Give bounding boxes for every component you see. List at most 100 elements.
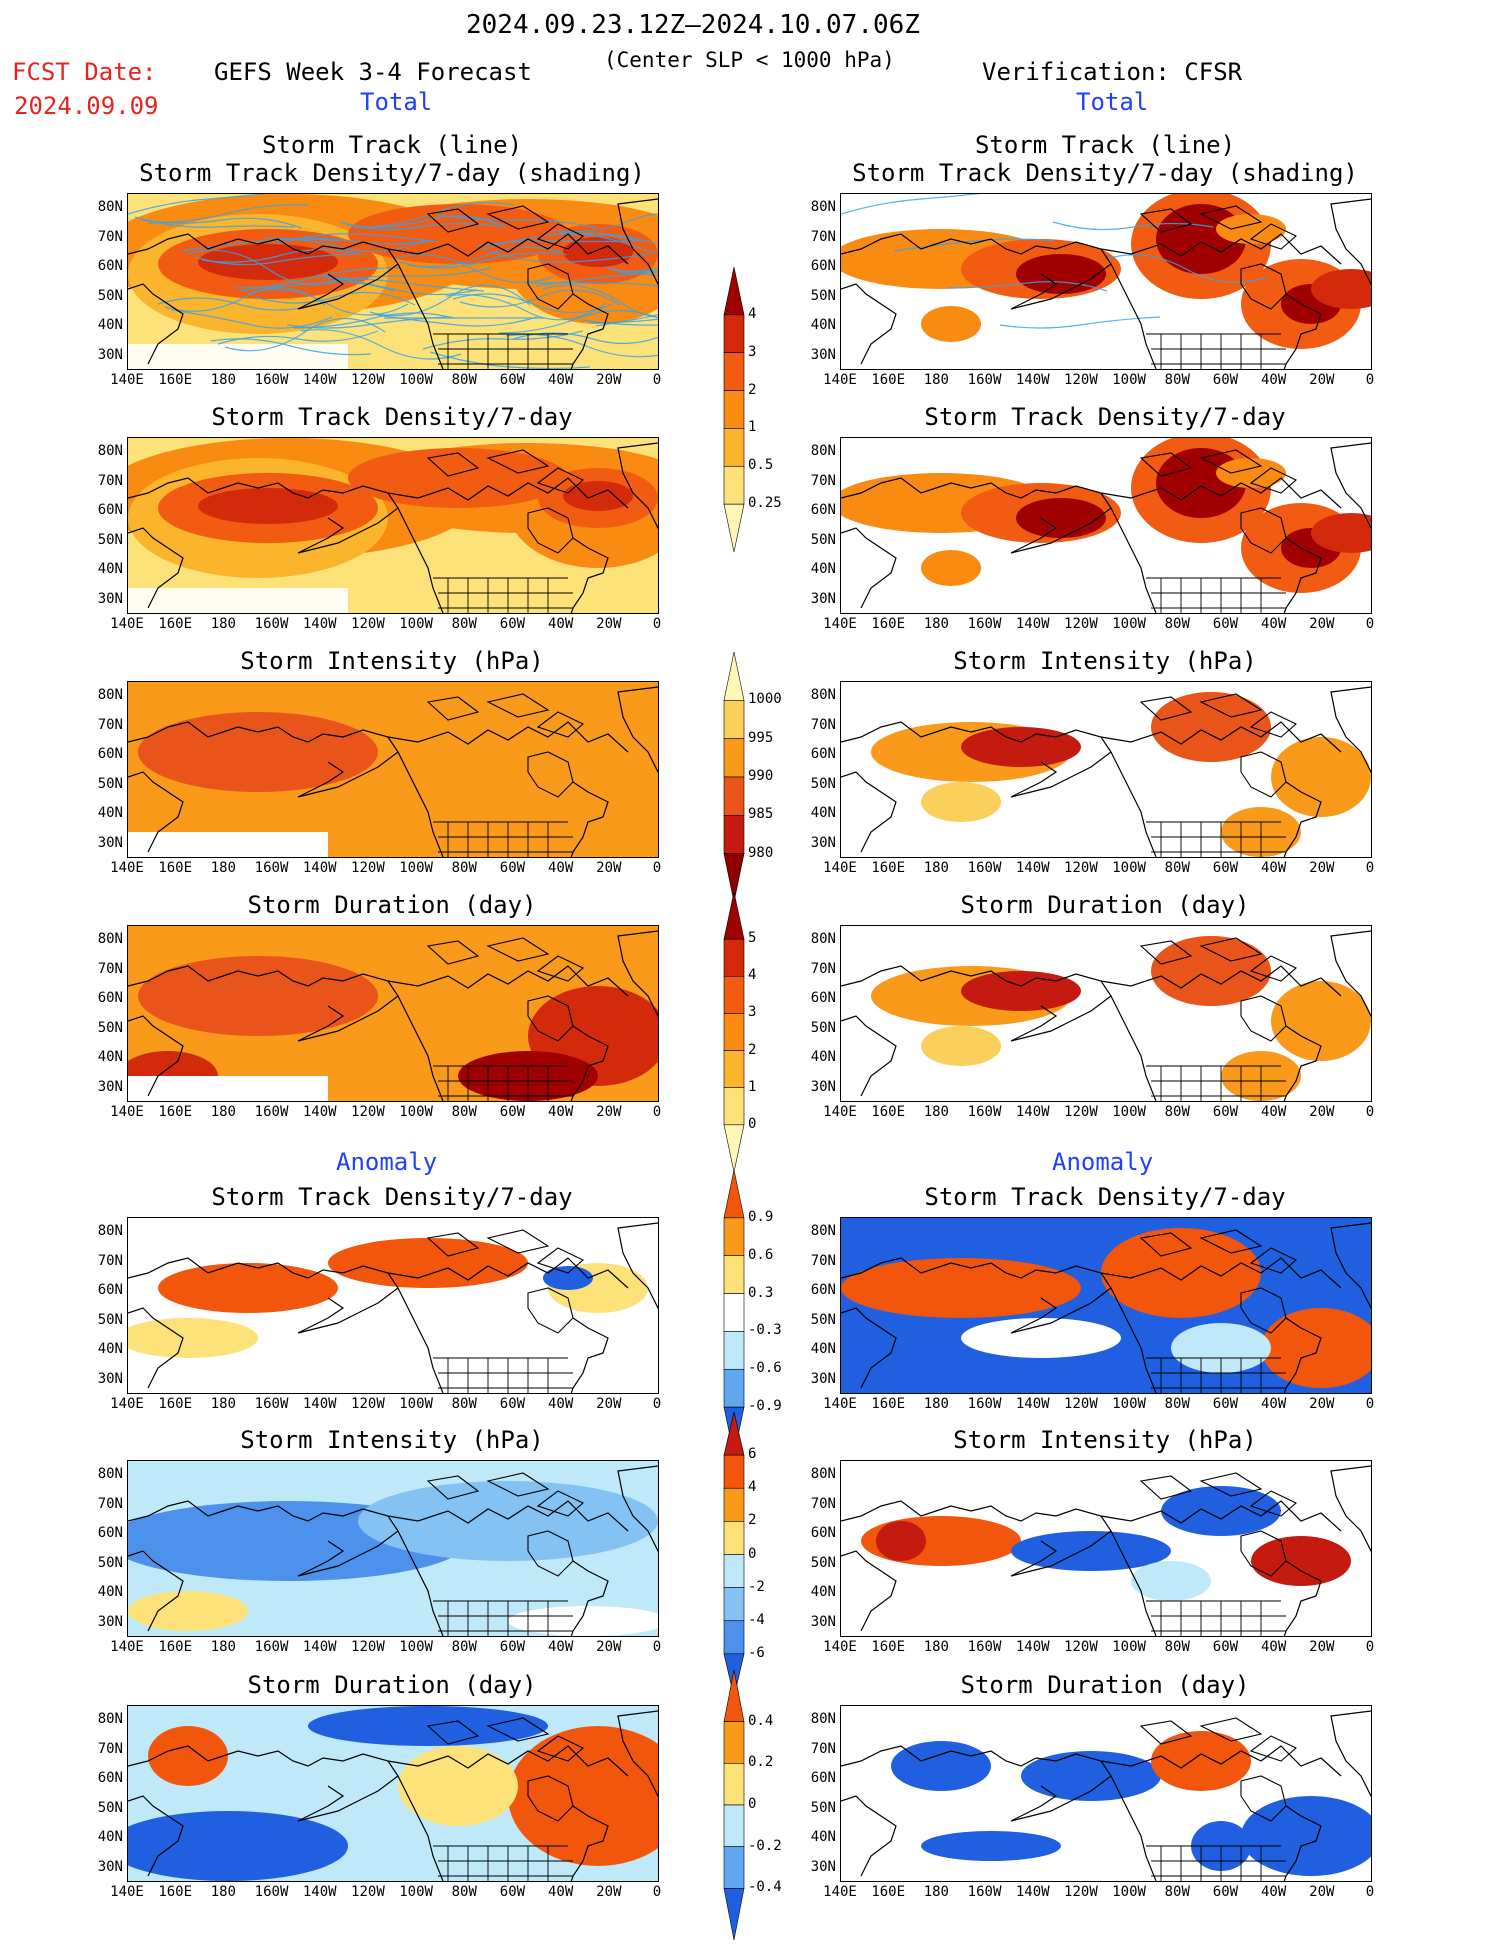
lat-tick-label: 80N (810, 199, 836, 215)
lat-tick-label: 40N (810, 561, 836, 577)
lon-tick-label: 60W (1212, 372, 1239, 388)
density-colorbar (722, 265, 746, 558)
duration-colorbar-label: 0 (748, 1115, 757, 1132)
lon-tick-label: 80W (451, 1639, 477, 1655)
lon-tick-label: 180 (923, 1104, 949, 1120)
density-colorbar-label: 2 (748, 381, 757, 398)
lon-tick-label: 60W (1212, 860, 1239, 876)
lon-tick-label: 60W (499, 1884, 526, 1900)
lat-tick-label: 70N (810, 472, 836, 489)
lon-tick-label: 160W (967, 1396, 1002, 1412)
lon-tick-label: 20W (1309, 1396, 1335, 1412)
lat-tick-label: 60N (810, 1282, 836, 1298)
lon-tick-label: 160E (158, 372, 193, 388)
lat-tick-label: 80N (97, 931, 123, 947)
lat-tick-label: 50N (810, 531, 836, 548)
intensity-anom-colorbar-label: -4 (748, 1611, 765, 1628)
lon-tick-label: 20W (1309, 372, 1335, 388)
lon-tick-label: 160W (254, 860, 289, 876)
lon-tick-label: 160W (967, 1639, 1002, 1655)
lat-tick-label: 40N (97, 805, 123, 821)
lon-tick-label: 140E (823, 860, 857, 876)
lat-tick-label: 80N (97, 1711, 123, 1727)
lon-tick-label: 180 (923, 372, 949, 388)
lat-tick-label: 40N (810, 1049, 836, 1065)
intensity-colorbar (722, 650, 746, 908)
lon-tick-label: 140E (110, 616, 144, 632)
lon-tick-label: 160E (871, 1396, 906, 1412)
lat-tick-label: 70N (810, 716, 836, 733)
gefs-track-subtitle: Storm Track Density/7-day (shading) (139, 159, 645, 187)
intensity-colorbar-label: 985 (748, 806, 774, 823)
lat-tick-label: 80N (810, 1466, 836, 1482)
lon-tick-label: 160E (158, 1884, 193, 1900)
fcst-label: FCST Date: (12, 58, 157, 86)
lon-tick-label: 60W (499, 1396, 526, 1412)
cfsr-intensity-title: Storm Intensity (hPa) (953, 647, 1257, 675)
gefs-intensity-title: Storm Intensity (hPa) (240, 647, 544, 675)
lat-tick-label: 80N (97, 687, 123, 703)
intensity-colorbar-label: 995 (748, 729, 774, 746)
lon-tick-label: 20W (596, 372, 622, 388)
lon-tick-label: 0 (1365, 372, 1375, 388)
gefs-density-anom-map (127, 1217, 659, 1394)
lat-tick-label: 40N (810, 1829, 836, 1845)
lat-tick-label: 50N (97, 775, 123, 792)
lon-tick-label: 140E (110, 372, 144, 388)
lon-tick-label: 40W (1260, 1639, 1287, 1655)
lon-tick-label: 40W (547, 616, 574, 632)
lat-tick-label: 30N (810, 1613, 836, 1630)
lon-tick-label: 60W (499, 860, 526, 876)
lat-tick-label: 40N (97, 1829, 123, 1845)
lon-tick-label: 0 (652, 1884, 662, 1900)
lat-tick-label: 40N (97, 317, 123, 333)
cfsr-intensity-anom-title: Storm Intensity (hPa) (953, 1426, 1257, 1454)
lon-tick-label: 140E (110, 1396, 144, 1412)
date-range: 2024.09.23.12Z–2024.10.07.06Z (466, 10, 920, 40)
lon-tick-label: 140E (823, 1639, 857, 1655)
lon-tick-label: 100W (1112, 1396, 1146, 1412)
lat-tick-label: 60N (810, 1525, 836, 1541)
lon-tick-label: 100W (399, 616, 433, 632)
lat-tick-label: 60N (810, 1770, 836, 1786)
lon-tick-label: 160W (967, 1884, 1002, 1900)
lon-tick-label: 40W (1260, 1396, 1287, 1412)
lat-tick-label: 30N (97, 590, 123, 607)
lon-tick-label: 60W (1212, 1884, 1239, 1900)
lat-tick-label: 70N (810, 1495, 836, 1512)
cfsr-density-anom-map (840, 1217, 1372, 1394)
lon-tick-label: 140W (1015, 1104, 1050, 1120)
lon-tick-label: 40W (1260, 1104, 1287, 1120)
lon-tick-label: 180 (210, 860, 236, 876)
lat-tick-label: 30N (810, 834, 836, 851)
lon-tick-label: 0 (652, 616, 662, 632)
lon-tick-label: 160W (967, 1104, 1002, 1120)
lat-tick-label: 70N (810, 228, 836, 245)
lat-tick-label: 30N (97, 1370, 123, 1387)
lat-tick-label: 80N (97, 1223, 123, 1239)
lat-tick-label: 40N (810, 1341, 836, 1357)
lon-tick-label: 100W (1112, 372, 1146, 388)
lat-tick-label: 60N (97, 258, 123, 274)
lon-tick-label: 0 (1365, 860, 1375, 876)
lon-tick-label: 140E (110, 1104, 144, 1120)
lat-tick-label: 30N (810, 1078, 836, 1095)
lat-tick-label: 60N (810, 258, 836, 274)
lon-tick-label: 0 (1365, 616, 1375, 632)
lat-tick-label: 70N (810, 960, 836, 977)
lon-tick-label: 80W (1164, 1884, 1190, 1900)
lon-tick-label: 120W (351, 1396, 385, 1412)
density-anom-colorbar-label: 0.6 (748, 1246, 774, 1263)
lon-tick-label: 40W (547, 1396, 574, 1412)
duration-anom-colorbar-label: 0.2 (748, 1754, 774, 1771)
lat-tick-label: 70N (97, 716, 123, 733)
lon-tick-label: 60W (499, 372, 526, 388)
lon-tick-label: 20W (1309, 1104, 1335, 1120)
lon-tick-label: 60W (1212, 1396, 1239, 1412)
lon-tick-label: 120W (351, 372, 385, 388)
lon-tick-label: 140E (823, 1396, 857, 1412)
lon-tick-label: 160E (158, 860, 193, 876)
lon-tick-label: 20W (596, 1104, 622, 1120)
density-anom-colorbar-label: -0.9 (748, 1398, 782, 1415)
lon-tick-label: 180 (210, 1639, 236, 1655)
